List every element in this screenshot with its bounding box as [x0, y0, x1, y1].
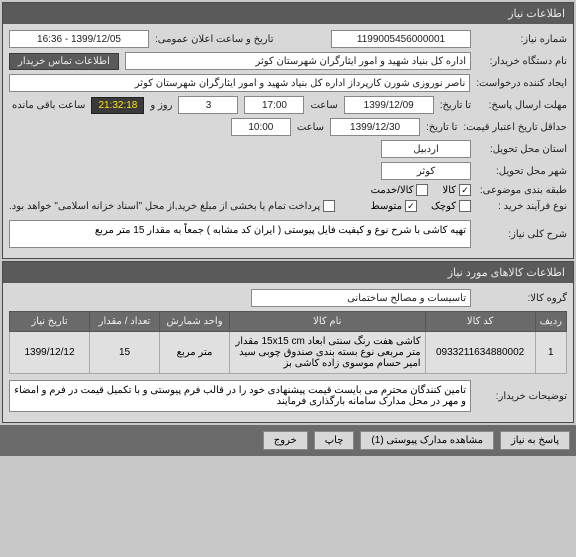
print-button[interactable]: چاپ — [314, 431, 355, 450]
remaining-label: ساعت باقی مانده — [12, 100, 85, 111]
delivery-city-label: شهر محل تحویل: — [477, 166, 567, 177]
attachments-button[interactable]: مشاهده مدارک پیوستی (1) — [360, 431, 494, 450]
col-qty: تعداد / مقدار — [90, 312, 160, 332]
buyer-label: نام دستگاه خریدار: — [477, 56, 567, 67]
items-table: ردیف کد کالا نام کالا واحد شمارش تعداد /… — [9, 311, 567, 374]
treasury-note: پرداخت تمام يا بخشی از مبلغ خريد,از محل … — [9, 201, 320, 212]
col-name: نام کالا — [230, 312, 426, 332]
panel2-title: اطلاعات کالاهای مورد نیاز — [3, 262, 573, 283]
group-value: تاسیسات و مصالح ساختمانی — [251, 289, 471, 307]
validity-time: 10:00 — [231, 118, 291, 136]
col-code: کد کالا — [425, 312, 535, 332]
buyer-notes-label: توضیحات خریدار: — [477, 391, 567, 402]
days-value: 3 — [178, 96, 238, 114]
deadline-tadate: تا تاریخ: — [440, 100, 471, 111]
validity-date: 1399/12/30 — [330, 118, 420, 136]
cat-khadamat-label: کالا/خدمت — [371, 185, 414, 196]
panel1-title: اطلاعات نیاز — [3, 3, 573, 24]
info-panel: اطلاعات نیاز شماره نیاز: 119900545600000… — [2, 2, 574, 259]
checkbox-treasury[interactable] — [323, 200, 335, 212]
delivery-prov: اردبیل — [381, 140, 471, 158]
cell-date: 1399/12/12 — [10, 332, 90, 374]
pt-small-label: کوچک — [431, 201, 456, 212]
datetime-value: 1399/12/05 - 16:36 — [9, 30, 149, 48]
days-label: روز و — [150, 100, 172, 111]
saat-label-1: ساعت — [310, 100, 337, 111]
cat-kala-label: کالا — [442, 185, 456, 196]
subject-value: تهیه کاشی با شرح نوع و کیفیت فایل پیوستی… — [9, 220, 471, 248]
request-no-label: شماره نیاز: — [477, 34, 567, 45]
group-label: گروه کالا: — [477, 293, 567, 304]
cell-name: کاشی هفت رنگ سنتی ابعاد 15x15 cm مقدار م… — [230, 332, 426, 374]
deadline-date: 1399/12/09 — [344, 96, 434, 114]
items-panel: اطلاعات کالاهای مورد نیاز گروه کالا: تاس… — [2, 261, 574, 423]
deadline-label: مهلت ارسال پاسخ: — [477, 100, 567, 111]
buyer-notes: تامین کنندگان محترم می بایست قیمت پیشنها… — [9, 380, 471, 412]
contact-buyer-button[interactable]: اطلاعات تماس خریدار — [9, 53, 119, 70]
delivery-city: کوثر — [381, 162, 471, 180]
subject-label: شرح کلی نیاز: — [477, 229, 567, 240]
cell-row: 1 — [535, 332, 566, 374]
cell-unit: متر مربع — [160, 332, 230, 374]
validity-tadate: تا تاریخ: — [426, 122, 457, 133]
countdown-timer: 21:32:18 — [91, 97, 144, 114]
col-date: تاریخ نیاز — [10, 312, 90, 332]
delivery-prov-label: استان محل تحویل: — [477, 144, 567, 155]
exit-button[interactable]: خروج — [263, 431, 308, 450]
footer-bar: پاسخ به نیاز مشاهده مدارک پیوستی (1) چاپ… — [0, 425, 576, 456]
category-label: طبقه بندی موضوعی: — [477, 185, 567, 196]
creator-value: ناصر نوروزی شورن کارپرداز اداره کل بنیاد… — [9, 74, 470, 92]
cell-qty: 15 — [90, 332, 160, 374]
saat-label-2: ساعت — [297, 122, 324, 133]
checkbox-small[interactable] — [459, 200, 471, 212]
deadline-time: 17:00 — [244, 96, 304, 114]
table-row[interactable]: 1 0933211634880002 کاشی هفت رنگ سنتی ابع… — [10, 332, 567, 374]
creator-label: ایجاد کننده درخواست: — [476, 78, 567, 89]
buyer-value: اداره کل بنیاد شهید و امور ایثارگران شهر… — [125, 52, 471, 70]
checkbox-kala[interactable]: ✓ — [459, 184, 471, 196]
reply-button[interactable]: پاسخ به نیاز — [500, 431, 570, 450]
datetime-label: تاریخ و ساعت اعلان عمومی: — [155, 34, 274, 45]
pt-medium-label: متوسط — [371, 201, 402, 212]
cell-code: 0933211634880002 — [425, 332, 535, 374]
purchase-type-label: نوع فرآیند خرید : — [477, 201, 567, 212]
checkbox-khadamat[interactable] — [416, 184, 428, 196]
validity-label: حداقل تاریخ اعتبار قیمت: — [463, 122, 567, 133]
checkbox-medium[interactable]: ✓ — [405, 200, 417, 212]
request-no: 1199005456000001 — [331, 30, 471, 48]
col-row: ردیف — [535, 312, 566, 332]
col-unit: واحد شمارش — [160, 312, 230, 332]
